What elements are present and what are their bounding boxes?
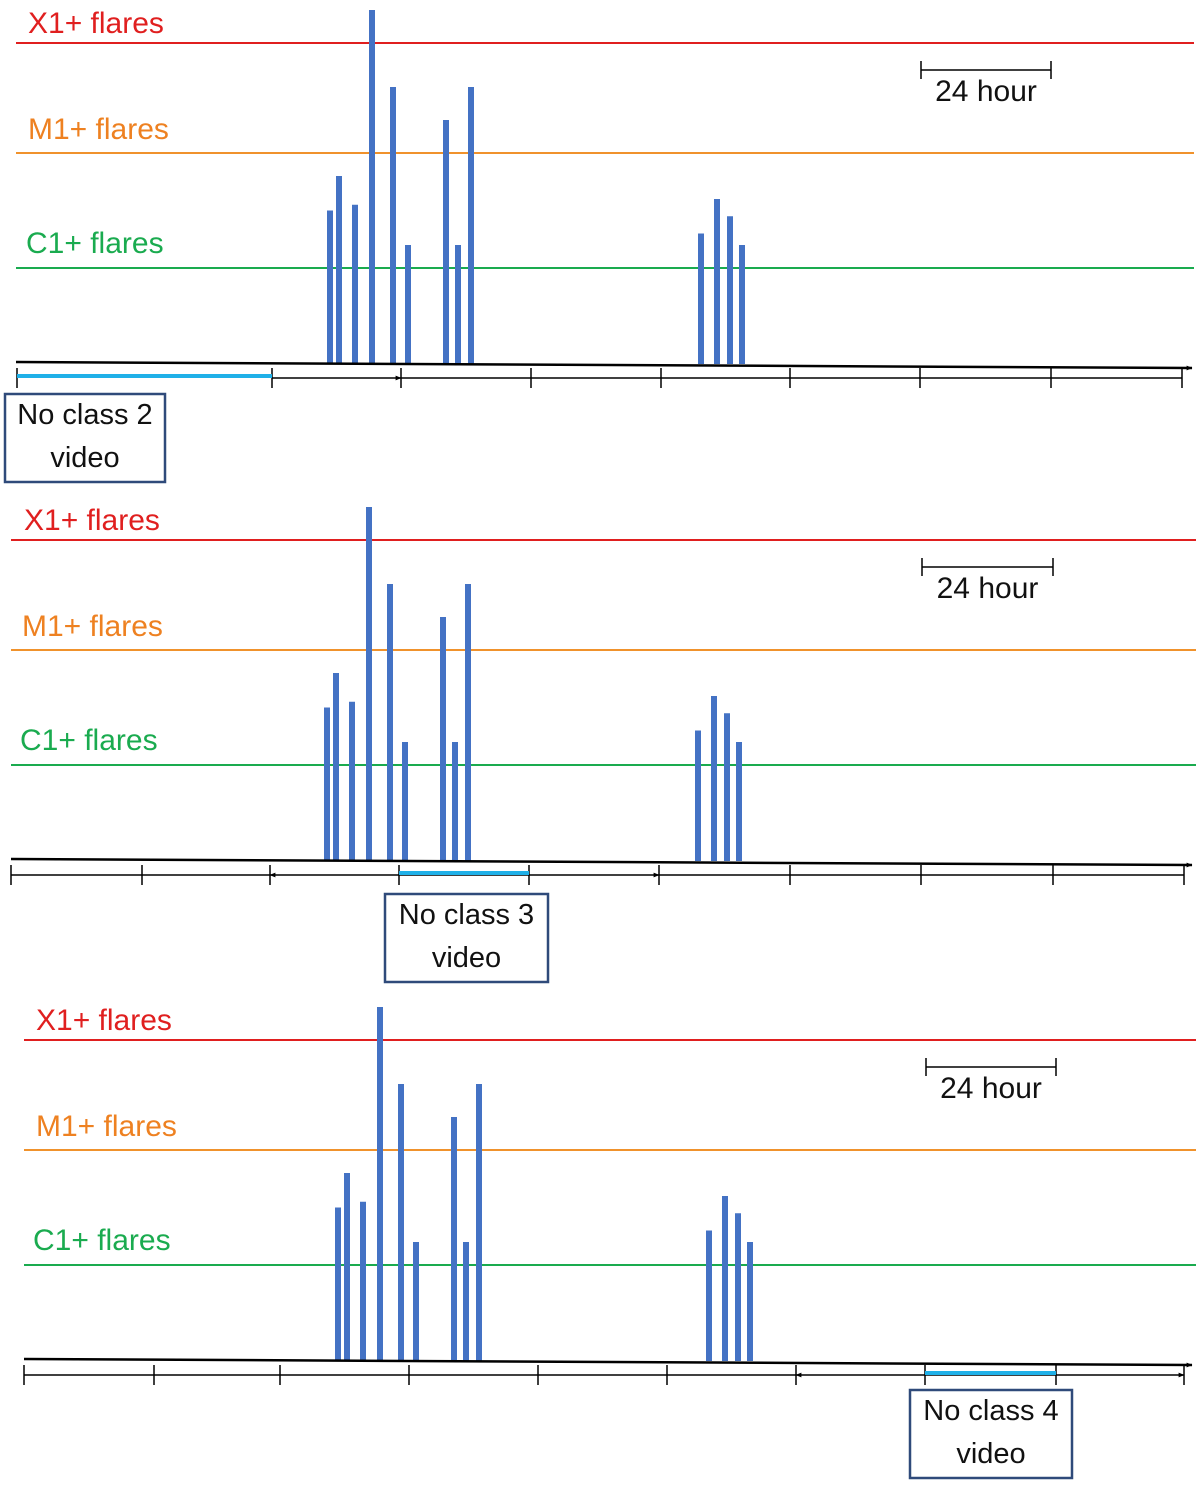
flare-bar — [747, 1242, 753, 1361]
scale-bar-label: 24 hour — [935, 75, 1037, 108]
x1-flares-label: X1+ flares — [36, 1004, 172, 1037]
flare-bar — [336, 176, 342, 364]
scale-bar-label: 24 hour — [940, 1072, 1042, 1105]
time-axis — [23, 1357, 1193, 1368]
flare-bar — [736, 742, 742, 861]
flare-bar — [360, 1201, 366, 1361]
flare-bar — [349, 701, 355, 861]
flare-bar — [451, 1117, 457, 1361]
flare-bar — [476, 1084, 482, 1361]
no-class-box-line1: No class 2 — [17, 399, 152, 431]
flare-bar — [695, 730, 701, 861]
flare-bar — [706, 1230, 712, 1361]
flare-bar — [366, 507, 372, 861]
no-class-box-line1: No class 4 — [923, 1395, 1058, 1427]
flare-bar — [387, 584, 393, 861]
c1-flares-label: C1+ flares — [33, 1224, 171, 1257]
flare-bar — [398, 1084, 404, 1361]
flare-bar — [352, 204, 358, 364]
flare-bar — [724, 713, 730, 861]
no-class-box — [908, 1388, 1074, 1480]
flare-bar — [714, 199, 720, 364]
flare-bar — [413, 1242, 419, 1361]
flare-bar — [463, 1242, 469, 1361]
time-axis — [15, 360, 1193, 371]
flare-bar — [405, 245, 411, 364]
flare-bar — [369, 10, 375, 364]
no-class-box — [3, 392, 167, 484]
flare-bar — [711, 696, 717, 861]
x1-flares-label: X1+ flares — [24, 504, 160, 537]
flare-bar — [452, 742, 458, 861]
flare-bar — [443, 120, 449, 364]
c1-flares-label: C1+ flares — [20, 724, 158, 757]
m1-flares-label: M1+ flares — [22, 610, 163, 643]
m1-flares-label: M1+ flares — [28, 113, 169, 146]
flare-bar — [722, 1196, 728, 1361]
panel-3: X1+ flares M1+ flares C1+ flares 24 hour No … — [23, 1004, 1196, 1480]
flare-bar — [402, 742, 408, 861]
flare-bar — [440, 617, 446, 861]
flare-bar — [324, 707, 330, 861]
flare-bar — [727, 216, 733, 364]
no-class-box-line2: video — [50, 442, 119, 474]
panel-2: X1+ flares M1+ flares C1+ flares 24 hour No … — [10, 504, 1196, 984]
flare-bar — [698, 233, 704, 364]
scale-bar-label: 24 hour — [937, 572, 1039, 605]
flare-bar — [735, 1213, 741, 1361]
x1-flares-label: X1+ flares — [28, 7, 164, 40]
no-class-box-line1: No class 3 — [399, 899, 534, 931]
panel-1: X1+ flares M1+ flares C1+ flares 24 hour No … — [3, 7, 1194, 484]
no-class-box-line2: video — [432, 942, 501, 974]
flare-bar — [390, 87, 396, 364]
c1-flares-label: C1+ flares — [26, 227, 164, 260]
flare-bar — [335, 1207, 341, 1361]
flare-bar — [333, 673, 339, 861]
no-class-box — [383, 892, 550, 984]
no-class-box-line2: video — [956, 1438, 1025, 1470]
flare-bar — [465, 584, 471, 861]
flare-bar — [455, 245, 461, 364]
flare-bar — [377, 1007, 383, 1361]
flare-bar — [344, 1173, 350, 1361]
flare-bar — [739, 245, 745, 364]
time-axis — [10, 857, 1193, 868]
m1-flares-label: M1+ flares — [36, 1110, 177, 1143]
flare-bar — [327, 210, 333, 364]
flare-bar — [468, 87, 474, 364]
